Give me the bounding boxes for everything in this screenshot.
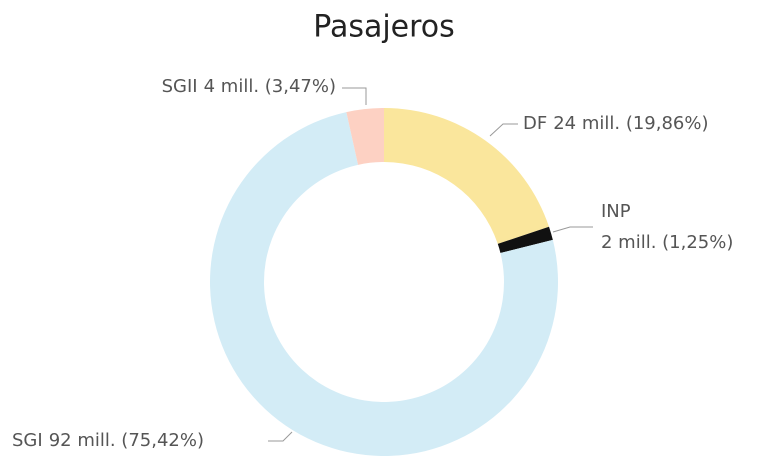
slice-category: SGII [162,76,198,97]
leader-line [342,87,367,105]
slice-label: SGI 92 mill. (75,42%) [12,430,204,451]
slice-category: DF [523,113,547,134]
slice-value-label: 24 mill. (19,86%) [553,113,708,134]
slice-value-label: 4 mill. (3,47%) [204,76,336,97]
slice-category: SGI [12,430,43,451]
slice-label: DF 24 mill. (19,86%) [523,113,709,134]
donut-slice [384,108,550,244]
donut-slice [346,108,384,165]
donut-slice [497,226,553,253]
slice-value-label: 92 mill. (75,42%) [49,430,204,451]
leader-line [552,226,593,233]
donut-slice [210,112,558,456]
slice-value-label: 2 mill. (1,25%) [601,232,733,253]
slice-label: SGII 4 mill. (3,47%) [162,76,336,97]
slice-label: INP [601,201,631,222]
leader-line [268,431,293,442]
chart-title: Pasajeros [313,10,455,45]
leader-line [489,123,518,137]
